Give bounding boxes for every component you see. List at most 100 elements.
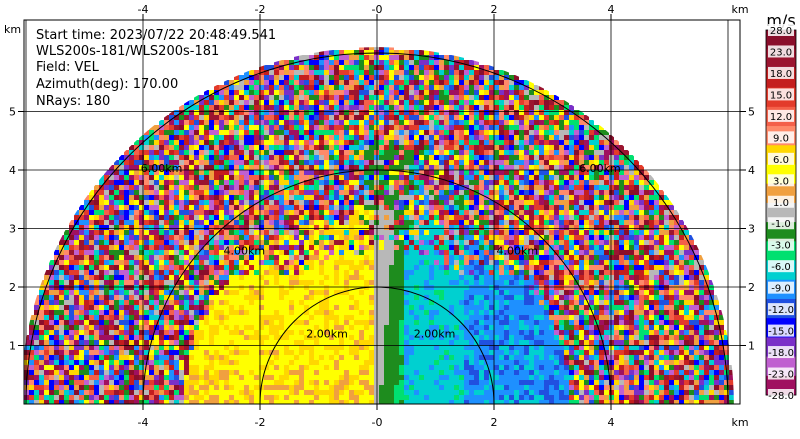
field-cell (359, 195, 364, 200)
field-cell (439, 290, 444, 295)
field-cell (424, 55, 429, 60)
field-cell (69, 250, 74, 255)
field-cell (329, 90, 334, 95)
field-cell (574, 225, 579, 230)
field-cell (104, 210, 109, 215)
field-cell (534, 180, 539, 185)
field-cell (409, 250, 414, 255)
field-cell (469, 80, 474, 85)
field-cell (279, 230, 284, 235)
field-cell (529, 145, 534, 150)
field-cell (654, 275, 659, 280)
field-cell (124, 250, 129, 255)
field-cell (349, 110, 354, 115)
field-cell (119, 190, 124, 195)
field-cell (474, 200, 479, 205)
field-cell (384, 145, 389, 150)
field-cell (429, 70, 434, 75)
field-cell (569, 205, 574, 210)
field-cell (124, 285, 129, 290)
field-cell (624, 220, 629, 225)
field-cell (484, 80, 489, 85)
field-cell (349, 80, 354, 85)
field-cell (354, 170, 359, 175)
field-cell (554, 250, 559, 255)
field-cell (534, 140, 539, 145)
field-cell (299, 185, 304, 190)
field-cell (249, 230, 254, 235)
field-cell (349, 285, 354, 290)
field-cell (189, 295, 194, 300)
field-cell (194, 175, 199, 180)
field-cell (184, 205, 189, 210)
field-cell (254, 130, 259, 135)
field-cell (589, 270, 594, 275)
field-cell (564, 285, 569, 290)
field-cell (394, 195, 399, 200)
field-cell (289, 210, 294, 215)
field-cell (384, 60, 389, 65)
field-cell (429, 240, 434, 245)
field-cell (429, 255, 434, 260)
field-cell (159, 120, 164, 125)
field-cell (214, 140, 219, 145)
field-cell (364, 85, 369, 90)
field-cell (639, 260, 644, 265)
field-cell (184, 270, 189, 275)
field-cell (319, 190, 324, 195)
field-cell (314, 285, 319, 290)
field-cell (279, 240, 284, 245)
field-cell (279, 215, 284, 220)
field-cell (269, 255, 274, 260)
field-cell (589, 200, 594, 205)
field-cell (449, 95, 454, 100)
field-cell (469, 275, 474, 280)
field-cell (479, 155, 484, 160)
field-cell (184, 280, 189, 285)
field-cell (564, 240, 569, 245)
field-cell (179, 190, 184, 195)
field-cell (434, 210, 439, 215)
field-cell (274, 245, 279, 250)
field-cell (464, 285, 469, 290)
field-cell (474, 140, 479, 145)
field-cell (284, 175, 289, 180)
field-cell (149, 180, 154, 185)
field-cell (414, 95, 419, 100)
field-cell (239, 245, 244, 250)
field-cell (369, 80, 374, 85)
field-cell (634, 210, 639, 215)
field-cell (99, 195, 104, 200)
field-cell (484, 95, 489, 100)
field-cell (389, 140, 394, 145)
field-cell (669, 245, 674, 250)
field-cell (414, 65, 419, 70)
field-cell (414, 130, 419, 135)
field-cell (194, 130, 199, 135)
field-cell (439, 230, 444, 235)
field-cell (329, 130, 334, 135)
field-cell (204, 245, 209, 250)
field-cell (524, 205, 529, 210)
field-cell (329, 150, 334, 155)
field-cell (284, 130, 289, 135)
field-cell (534, 85, 539, 90)
field-cell (569, 180, 574, 185)
field-cell (534, 145, 539, 150)
field-cell (99, 280, 104, 285)
field-cell (119, 290, 124, 295)
field-cell (509, 115, 514, 120)
field-cell (634, 195, 639, 200)
field-cell (249, 140, 254, 145)
field-cell (684, 250, 689, 255)
field-cell (579, 240, 584, 245)
field-cell (149, 160, 154, 165)
field-cell (279, 85, 284, 90)
field-cell (489, 220, 494, 225)
field-cell (249, 225, 254, 230)
field-cell (399, 50, 404, 55)
field-cell (319, 125, 324, 130)
field-cell (189, 190, 194, 195)
field-cell (539, 100, 544, 105)
field-cell (204, 250, 209, 255)
